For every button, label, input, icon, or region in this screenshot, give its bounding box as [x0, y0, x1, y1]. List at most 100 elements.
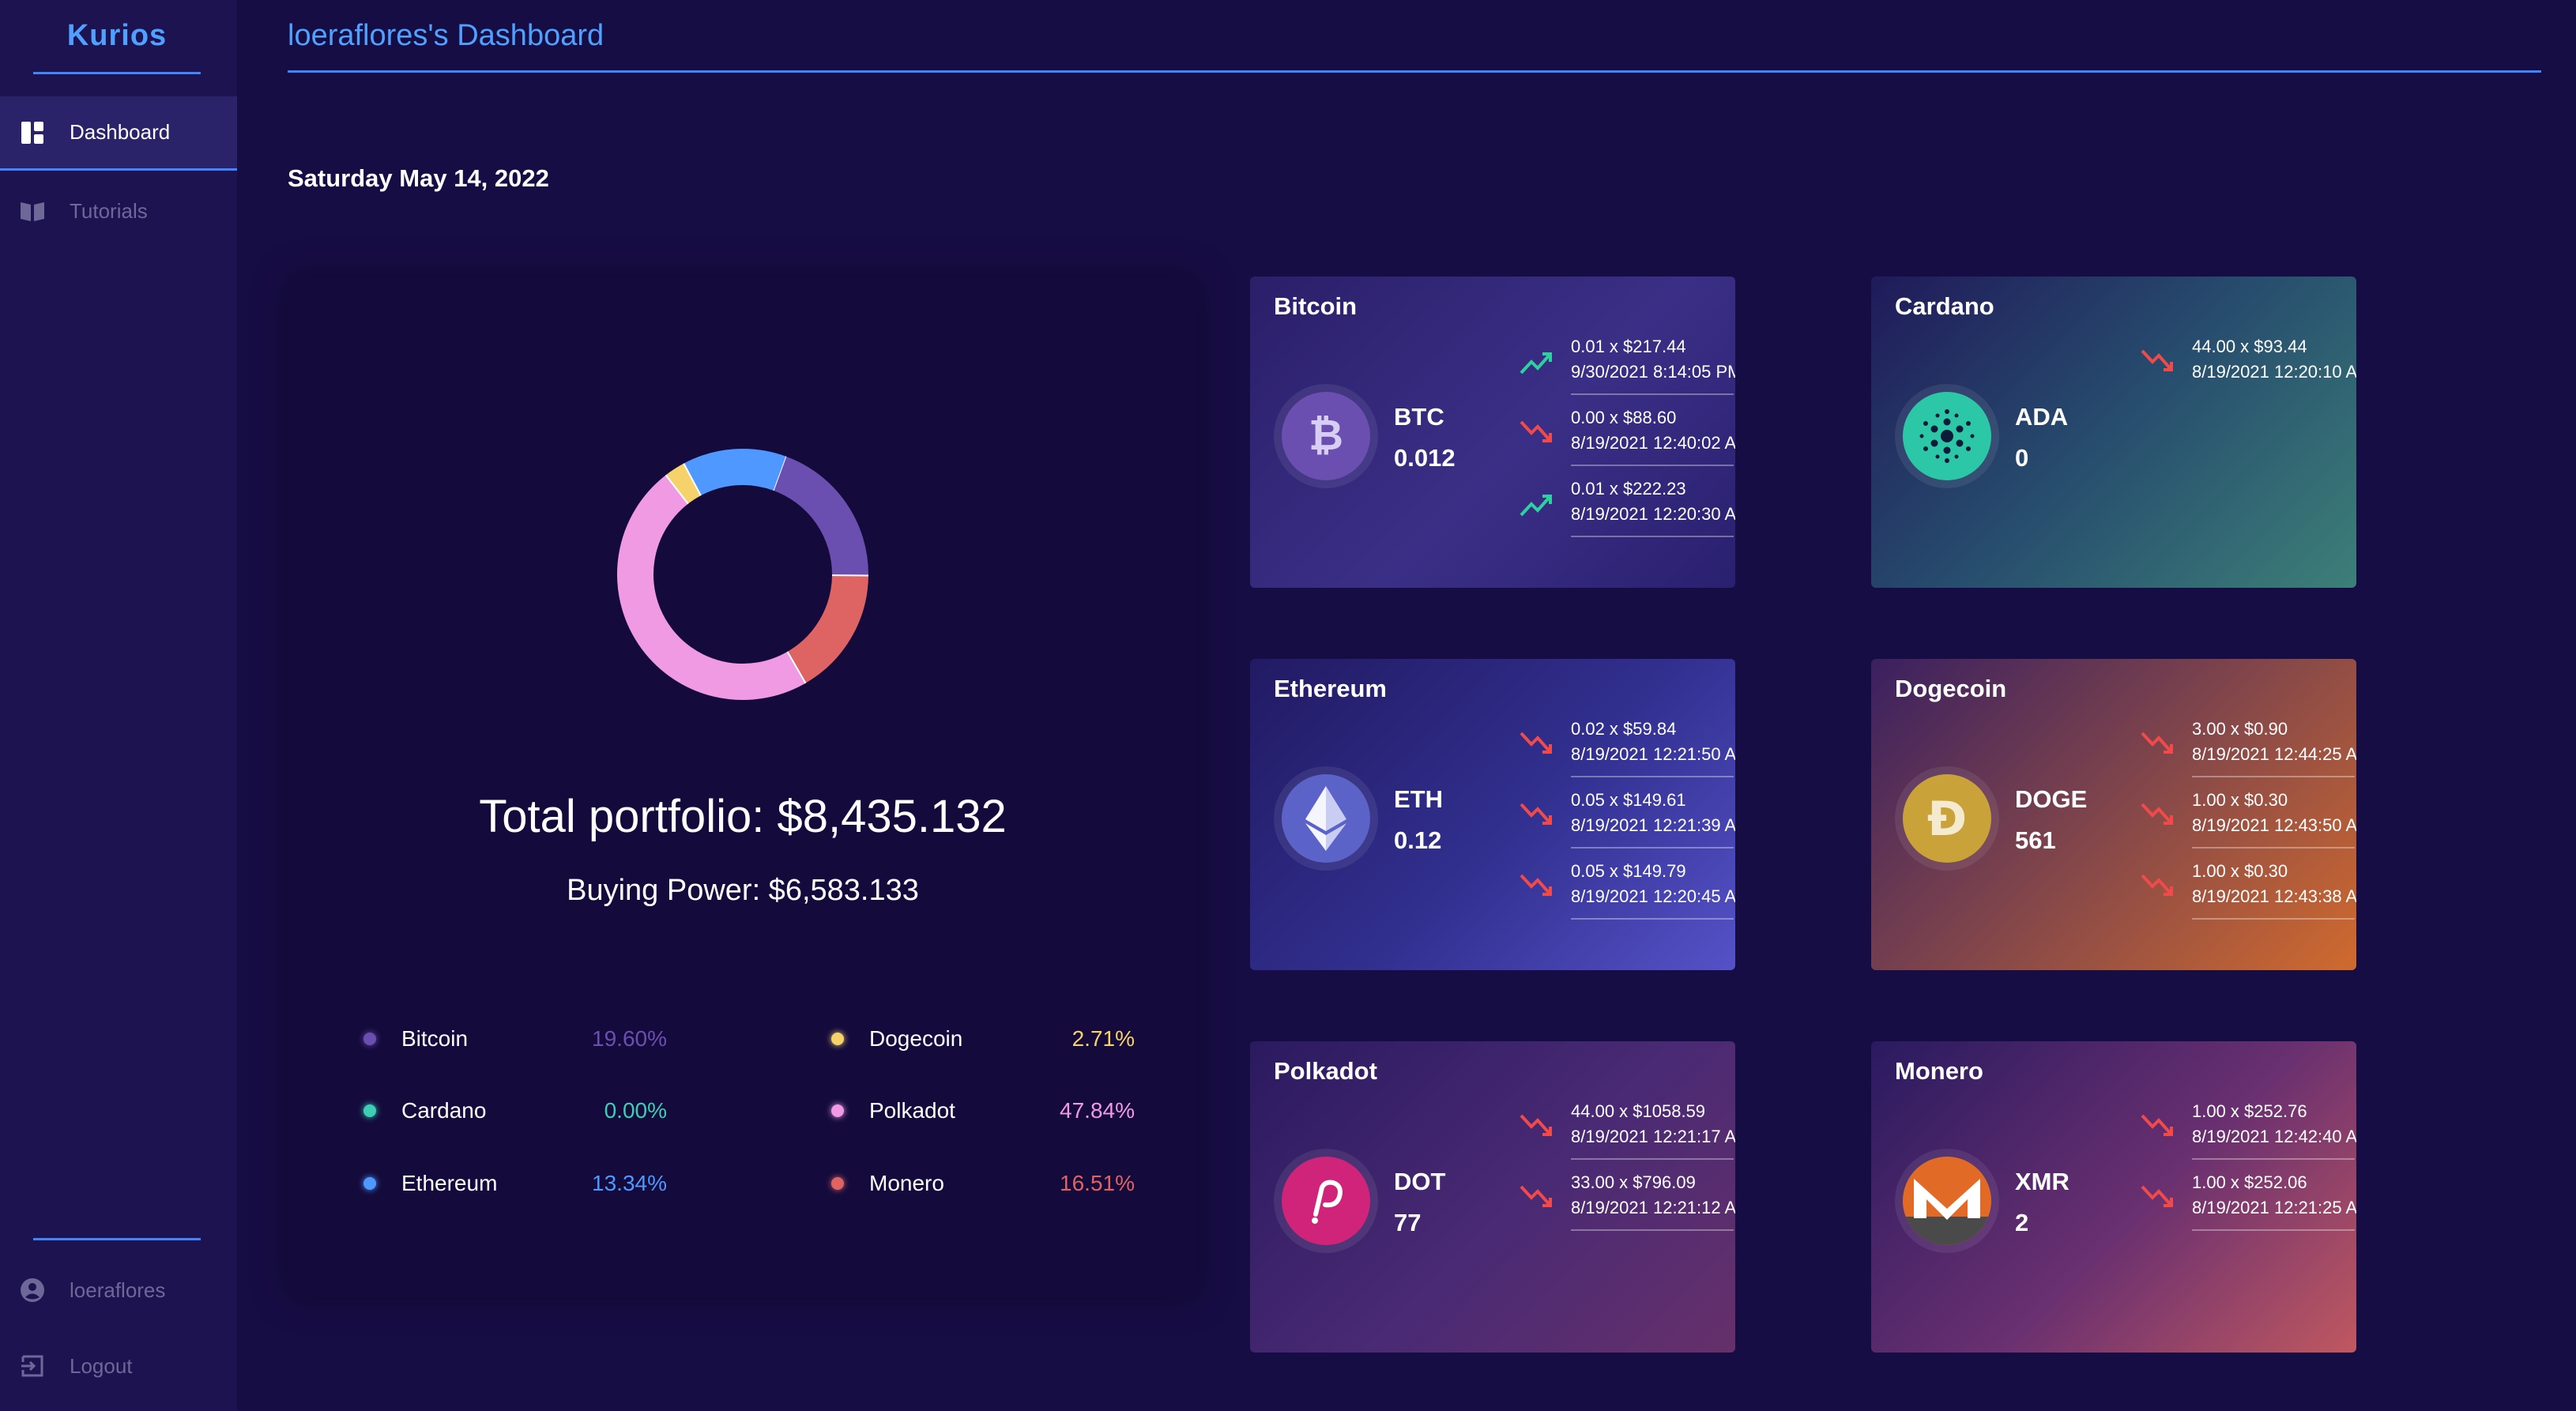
donut-slice-polkadot[interactable]	[617, 475, 806, 700]
legend-percent: 13.34%	[592, 1171, 667, 1195]
donut-slice-ethereum[interactable]	[684, 449, 786, 496]
legend-dot	[831, 1104, 844, 1117]
transaction-time: 9/30/2021 8:14:05 PM	[1571, 362, 1735, 382]
legend-percent: 47.84%	[1060, 1098, 1135, 1123]
coin-name: Bitcoin	[1274, 292, 1358, 320]
transaction-time: 8/19/2021 12:43:50 AM	[2192, 815, 2356, 835]
transaction-row: 1.00 x $0.30 8/19/2021 12:43:50 AM	[2140, 790, 2356, 861]
legend-label: Cardano	[401, 1098, 487, 1123]
trend-down-icon	[1520, 732, 1552, 754]
transaction-row: 1.00 x $0.30 8/19/2021 12:43:38 AM	[2140, 861, 2356, 932]
transaction-time: 8/19/2021 12:42:40 AM	[2192, 1127, 2356, 1146]
donut-slice-monero[interactable]	[786, 574, 868, 683]
dogecoin-logo-icon: Đ	[1895, 766, 1999, 871]
transaction-time: 8/19/2021 12:20:45 AM	[1571, 886, 1735, 906]
trend-down-icon	[1520, 420, 1552, 442]
coin-quantity: 2	[2015, 1209, 2029, 1236]
transaction-amount: 1.00 x $252.06	[2192, 1172, 2307, 1192]
portfolio-donut-chart	[617, 449, 869, 700]
donut-separator	[665, 474, 689, 505]
sidebar-item-label: loeraflores	[70, 1277, 166, 1302]
coin-quantity: 77	[1394, 1209, 1422, 1236]
legend-item-bitcoin: Bitcoin 19.60%	[363, 1023, 667, 1055]
legend-percent: 0.00%	[604, 1098, 667, 1123]
logout-button[interactable]: Logout	[0, 1329, 237, 1403]
trend-up-icon	[1520, 495, 1552, 517]
book-icon	[19, 198, 46, 224]
ethereum-logo-icon	[1274, 766, 1378, 871]
coin-ticker: BTC	[1394, 403, 1444, 431]
coin-quantity: 0.012	[1394, 444, 1456, 472]
transaction-time: 8/19/2021 12:21:50 AM	[1571, 744, 1735, 764]
donut-slice-bitcoin[interactable]	[773, 456, 868, 576]
trend-down-icon	[1520, 874, 1552, 896]
bitcoin-logo-icon: ₿	[1274, 384, 1378, 488]
transaction-amount: 3.00 x $0.90	[2192, 719, 2288, 739]
legend-percent: 2.71%	[1071, 1026, 1135, 1051]
transaction-amount: 0.00 x $88.60	[1571, 408, 1677, 427]
legend-label: Bitcoin	[401, 1026, 469, 1051]
transaction-row: 0.00 x $88.60 8/19/2021 12:40:02 AM	[1519, 408, 1735, 479]
sidebar-item-dashboard[interactable]: Dashboard	[0, 96, 237, 171]
transaction-row: 0.02 x $59.84 8/19/2021 12:21:50 AM	[1519, 719, 1735, 790]
logout-icon	[19, 1353, 46, 1379]
legend-item-polkadot: Polkadot 47.84%	[831, 1095, 1135, 1127]
legend-dot	[363, 1033, 376, 1045]
legend-item-dogecoin: Dogecoin 2.71%	[831, 1023, 1135, 1055]
coin-card-ethereum[interactable]: Ethereum ETH 0.12 0.02 x $59.84 8/19/202…	[1250, 659, 1735, 970]
trend-down-icon	[2141, 803, 2173, 825]
total-portfolio: Total portfolio: $8,435.132	[479, 791, 1007, 842]
current-date: Saturday May 14, 2022	[288, 164, 549, 192]
polkadot-logo-icon	[1274, 1149, 1378, 1253]
trend-down-icon	[2141, 349, 2173, 371]
transaction-amount: 0.02 x $59.84	[1571, 719, 1677, 739]
legend-dot	[831, 1177, 844, 1190]
transaction-time: 8/19/2021 12:21:17 AM	[1571, 1127, 1735, 1146]
coin-card-monero[interactable]: Monero XMR 2 1.00 x $252.76 8/19/2021 12…	[1871, 1041, 2356, 1353]
donut-slice-dogecoin[interactable]	[665, 463, 702, 504]
coin-name: Monero	[1895, 1057, 1983, 1085]
coin-card-dogecoin[interactable]: Dogecoin Đ DOGE 561 3.00 x $0.90 8/19/20…	[1871, 659, 2356, 970]
coin-ticker: DOGE	[2015, 785, 2088, 813]
sidebar: Kurios Dashboard Tutorials	[0, 0, 237, 1411]
coin-quantity: 561	[2015, 826, 2056, 854]
buying-power: Buying Power: $6,583.133	[567, 874, 919, 907]
coin-name: Cardano	[1895, 292, 1994, 320]
coin-quantity: 0	[2015, 444, 2029, 472]
coin-card-polkadot[interactable]: Polkadot DOT 77 44.00 x $1058.59 8/19/20…	[1250, 1041, 1735, 1353]
coin-ticker: ADA	[2015, 403, 2069, 431]
sidebar-item-tutorials[interactable]: Tutorials	[0, 174, 237, 248]
title-divider	[288, 70, 2541, 73]
coin-card-bitcoin[interactable]: Bitcoin ₿ BTC 0.012 0.01 x $217.44 9/30/…	[1250, 277, 1735, 588]
legend-percent: 16.51%	[1060, 1171, 1135, 1195]
transaction-row: 1.00 x $252.06 8/19/2021 12:21:25 AM	[2140, 1172, 2356, 1244]
transaction-time: 8/19/2021 12:20:10 AM	[2192, 362, 2356, 382]
transaction-divider	[1571, 776, 1734, 777]
svg-text:₿: ₿	[1309, 410, 1343, 460]
transaction-row: 0.05 x $149.61 8/19/2021 12:21:39 AM	[1519, 790, 1735, 861]
transaction-row: 0.01 x $222.23 8/19/2021 12:20:30 AM	[1519, 479, 1735, 550]
transaction-divider	[1571, 1229, 1734, 1231]
portfolio-panel: Total portfolio: $8,435.132 Buying Power…	[288, 277, 1198, 1297]
sidebar-item-user[interactable]: loeraflores	[0, 1253, 237, 1327]
transaction-row: 0.01 x $217.44 9/30/2021 8:14:05 PM	[1519, 337, 1735, 408]
transaction-row: 33.00 x $796.09 8/19/2021 12:21:12 AM	[1519, 1172, 1735, 1244]
transaction-amount: 44.00 x $1058.59	[1571, 1101, 1706, 1121]
transaction-divider	[2192, 1229, 2355, 1231]
legend-item-monero: Monero 16.51%	[831, 1168, 1135, 1199]
transaction-time: 8/19/2021 12:21:12 AM	[1571, 1198, 1735, 1217]
monero-logo-icon	[1895, 1149, 1999, 1253]
coin-ticker: DOT	[1394, 1168, 1446, 1195]
coin-card-cardano[interactable]: Cardano ADA 0 44.00 x $93	[1871, 277, 2356, 588]
legend-percent: 19.60%	[592, 1026, 667, 1051]
transaction-time: 8/19/2021 12:43:38 AM	[2192, 886, 2356, 906]
brand-logo[interactable]: Kurios	[33, 19, 201, 74]
transaction-divider	[2192, 776, 2355, 777]
legend-dot	[831, 1033, 844, 1045]
transaction-time: 8/19/2021 12:21:25 AM	[2192, 1198, 2356, 1217]
legend-label: Monero	[869, 1171, 944, 1195]
trend-down-icon	[1520, 1114, 1552, 1136]
legend-label: Polkadot	[869, 1098, 955, 1123]
transaction-divider	[2192, 847, 2355, 848]
transaction-divider	[1571, 393, 1734, 395]
